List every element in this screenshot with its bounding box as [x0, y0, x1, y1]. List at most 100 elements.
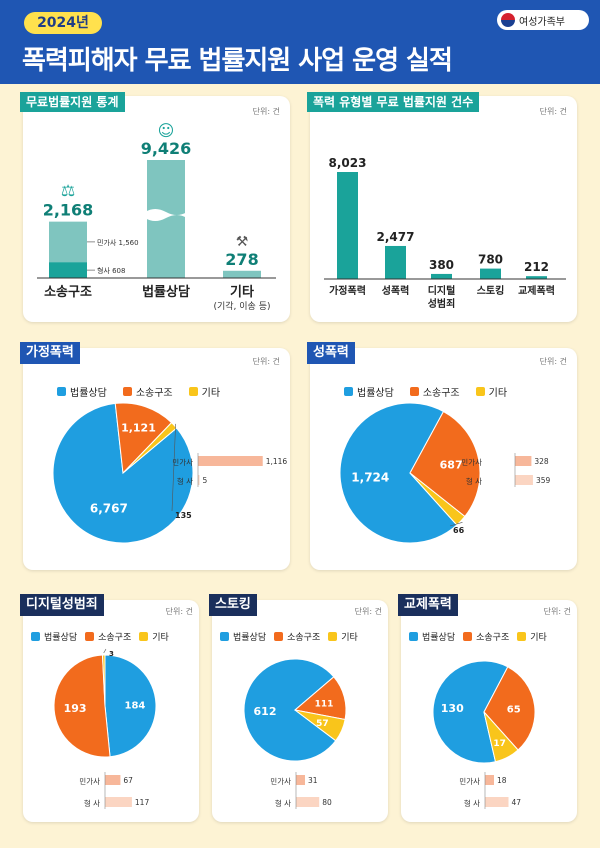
unit-label: 단위: 건	[165, 607, 193, 616]
leader-line	[171, 423, 176, 512]
breakdown-label: 형 사	[177, 477, 193, 486]
bar-value-label: 380	[429, 258, 454, 272]
breakdown-value: 67	[123, 776, 133, 785]
unit-label: 단위: 건	[543, 607, 571, 616]
bar	[385, 245, 406, 279]
breakdown-label: 민가사 1,560	[97, 238, 139, 247]
pie-slice	[243, 658, 337, 762]
breakdown-value: 18	[497, 776, 507, 785]
card-by-violence-type: 폭력 유형별 무료 법률지원 건수 단위: 건 8,023 가정폭력 2,477 성폭…	[307, 92, 577, 322]
pie-domestic-violence: 6,767 1,121 135 민가사 1,116 형 사 5	[52, 402, 287, 544]
breakdown-label: 형 사	[84, 799, 100, 808]
card-domestic-violence: 가정폭력 단위: 건 법률상담 소송구조 기타 6,767 1,121 135 민가사…	[20, 342, 290, 570]
slice-value-label: 66	[453, 526, 465, 535]
ministry-name: 여성가족부	[519, 17, 565, 28]
legend-other: 기타	[475, 384, 507, 399]
breakdown-label: 민가사	[172, 457, 193, 467]
category-label: 소송구조	[44, 285, 92, 300]
card-title: 가정폭력	[20, 342, 80, 364]
card-title: 무료법률지원 통계	[20, 92, 125, 112]
legend: 법률상담 소송구조 기타	[57, 384, 220, 399]
unit-label: 단위: 건	[252, 357, 280, 366]
legend-litigation: 소송구조	[409, 384, 460, 399]
breakdown-label: 형 사	[466, 477, 482, 486]
bar-criminal-segment	[49, 262, 87, 278]
pie-slice	[483, 711, 519, 763]
category-label: 성범죄	[428, 297, 456, 310]
legend-consult: 법률상담	[220, 630, 266, 643]
slice-value-label: 1,121	[121, 422, 156, 435]
slice-value-label: 111	[315, 699, 334, 709]
consultation-icon: ☺	[158, 121, 175, 140]
pie-digital-sex-crime: 184 193 3 민가사 67 형 사 117	[53, 648, 157, 809]
bar	[337, 172, 358, 279]
card-title: 폭력 유형별 무료 법률지원 건수	[307, 92, 480, 112]
breakdown-label: 민가사	[270, 776, 291, 786]
card-free-legal-stats: 무료법률지원 통계 단위: 건 ⚖ ☺ ⚒ 민가사 1,560 형사 608 2,168 소…	[20, 92, 290, 322]
legend: 법률상담 소송구조 기타	[31, 630, 169, 643]
slice-value-label: 3	[109, 650, 114, 658]
legend-other: 기타	[517, 630, 547, 643]
breakdown-value: 31	[308, 776, 318, 785]
breakdown-label: 민가사	[461, 457, 482, 467]
bar-value-label: 9,426	[141, 139, 192, 158]
breakdown-bar	[105, 797, 132, 807]
slice-value-label: 130	[441, 702, 464, 715]
legend-other: 기타	[188, 384, 220, 399]
category-label: 가정폭력	[329, 284, 366, 297]
pie-slice	[432, 660, 509, 764]
card-title: 스토킹	[209, 594, 257, 616]
legend-litigation: 소송구조	[274, 630, 320, 643]
breakdown-label: 형사 608	[97, 266, 125, 275]
breakdown-bar	[515, 475, 533, 485]
page-title: 폭력피해자 무료 법률지원 사업 운영 실적	[22, 46, 453, 76]
legend-consult: 법률상담	[344, 384, 394, 399]
pie-slice	[104, 654, 157, 758]
gavel-icon: ⚒	[236, 234, 249, 250]
header-banner: 2024년 폭력피해자 무료 법률지원 사업 운영 실적 여성가족부	[0, 0, 600, 84]
bar	[431, 273, 452, 279]
card-title: 디지털성범죄	[20, 594, 104, 616]
year-badge: 2024년	[24, 12, 102, 34]
pie-slice	[483, 666, 536, 751]
taeguk-icon	[501, 13, 515, 27]
bar	[223, 270, 261, 278]
courthouse-icon: ⚖	[61, 181, 75, 200]
pie-slice	[101, 654, 106, 707]
breakdown-bar	[485, 775, 494, 785]
bar-value-label: 2,168	[43, 201, 94, 220]
breakdown-value: 80	[322, 798, 332, 807]
breakdown-value: 117	[135, 798, 150, 807]
breakdown-bar	[296, 797, 320, 807]
legend-litigation: 소송구조	[85, 630, 131, 643]
legend-other: 기타	[328, 630, 358, 643]
breakdown-bar	[485, 797, 509, 807]
card-stalking: 스토킹 단위: 건 법률상담 소송구조 기타 612 111 57 민가사 31 형 사 8…	[209, 594, 388, 822]
breakdown-bar	[296, 775, 305, 785]
legend-other: 기타	[139, 630, 169, 643]
slice-value-label: 135	[175, 511, 192, 520]
breakdown-label: 형 사	[275, 799, 291, 808]
pie-dating-violence: 130 65 17 민가사 18 형 사 47	[432, 660, 536, 809]
breakdown-value: 359	[536, 476, 551, 485]
breakdown-label: 민가사	[459, 776, 480, 786]
bar-value-label: 2,477	[377, 230, 415, 244]
legend-litigation: 소송구조	[122, 384, 173, 399]
legend-consult: 법률상담	[409, 630, 455, 643]
category-label: 성폭력	[382, 284, 410, 297]
slice-value-label: 184	[125, 701, 146, 712]
card-dating-violence: 교제폭력 단위: 건 법률상담 소송구조 기타 130 65 17 민가사 18 형 사 4…	[398, 594, 577, 822]
chart-free-legal-stats: ⚖ ☺ ⚒ 민가사 1,560 형사 608 2,168 소송구조 9,426 법률상담 278 기…	[37, 121, 276, 312]
unit-label: 단위: 건	[354, 607, 382, 616]
legend: 법률상담 소송구조 기타	[409, 630, 547, 643]
leader-line	[103, 648, 107, 654]
pie-slice	[53, 654, 111, 758]
pie-slice	[122, 421, 178, 474]
category-label: 스토킹	[477, 285, 505, 297]
axis-break	[145, 209, 187, 221]
breakdown-bar	[198, 475, 200, 485]
slice-value-label: 1,724	[351, 471, 389, 485]
legend: 법률상담 소송구조 기타	[220, 630, 358, 643]
breakdown-value: 5	[203, 476, 208, 485]
breakdown-bar	[105, 775, 121, 785]
